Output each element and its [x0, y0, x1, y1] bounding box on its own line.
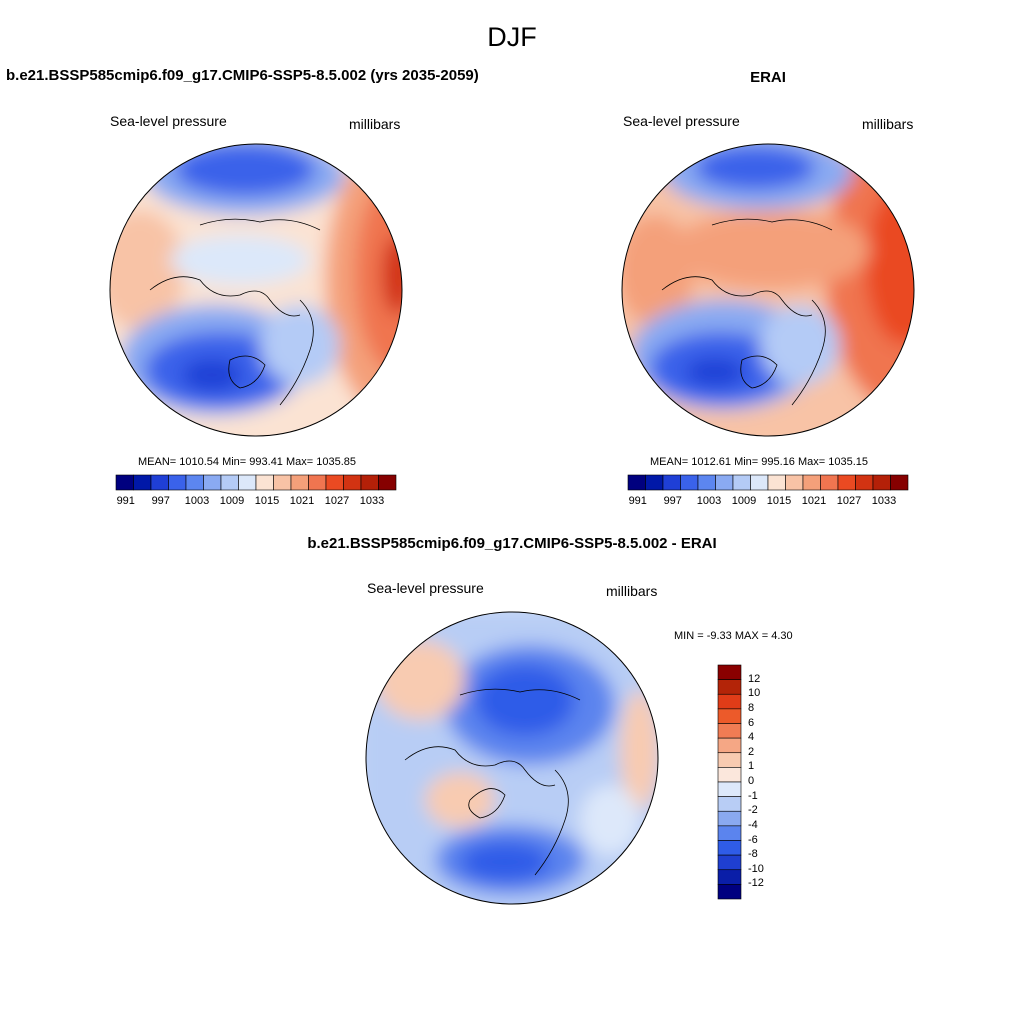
model-colorbar-tick-label: 1003 [184, 495, 210, 507]
obs-colorbar-swatch [750, 474, 769, 491]
obs-colorbar [627, 474, 909, 491]
obs-stats: MEAN= 1012.61 Min= 995.16 Max= 1035.15 [650, 456, 869, 468]
diff-colorbar-swatch [717, 884, 742, 900]
diff-colorbar-swatch [717, 679, 742, 695]
diff-stats: MIN = -9.33 MAX = 4.30 [674, 630, 793, 642]
obs-colorbar-tick-label: 1009 [731, 495, 757, 507]
diff-colorbar [717, 664, 742, 900]
obs-colorbar-swatch [785, 474, 804, 491]
diff-colorbar-tick-label: -10 [748, 862, 764, 875]
diff-colorbar-swatch [717, 664, 742, 680]
figure-title: DJF [487, 22, 537, 52]
obs-colorbar-swatch [680, 474, 699, 491]
model-polar-map [109, 143, 403, 437]
model-colorbar-swatch [168, 474, 187, 491]
obs-polar-map [621, 143, 915, 437]
obs-colorbar-tick-label: 997 [663, 495, 682, 507]
model-colorbar-swatch [360, 474, 379, 491]
obs-colorbar-swatch [732, 474, 751, 491]
diff-colorbar-tick-label: -2 [748, 804, 758, 817]
obs-colorbar-swatch [872, 474, 891, 491]
obs-colorbar-tick-label: 1015 [766, 495, 792, 507]
diff-colorbar-swatch [717, 810, 742, 827]
model-colorbar-tick-label: 1009 [219, 495, 245, 507]
diff-colorbar-swatch [717, 767, 742, 783]
model-colorbar-tick-label: 991 [116, 495, 135, 507]
model-colorbar-tick-label: 1021 [289, 495, 315, 507]
obs-colorbar-swatch [837, 474, 856, 491]
obs-variable-label: Sea-level pressure [623, 113, 740, 129]
model-colorbar-swatch [255, 474, 274, 491]
model-colorbar-tick-label: 1015 [254, 495, 280, 507]
model-colorbar-swatch [290, 474, 309, 491]
diff-colorbar-tick-label: 8 [748, 701, 755, 714]
obs-colorbar-swatch [820, 474, 839, 491]
diff-colorbar-tick-label: 2 [748, 745, 755, 758]
obs-colorbar-tick-label: 1033 [871, 495, 897, 507]
obs-colorbar-swatch [715, 474, 734, 491]
diff-colorbar-swatch [717, 840, 742, 856]
diff-colorbar-swatch [717, 737, 742, 754]
diff-colorbar-tick-label: -8 [748, 848, 758, 861]
model-colorbar-swatch [220, 474, 239, 491]
diff-colorbar-swatch [717, 693, 742, 710]
diff-colorbar-swatch [717, 752, 742, 768]
model-colorbar-swatch [378, 474, 397, 491]
obs-colorbar-swatch [662, 474, 681, 491]
obs-panel-title: ERAI [750, 69, 786, 86]
model-colorbar-swatch [273, 474, 292, 491]
obs-units-label: millibars [862, 116, 914, 132]
obs-colorbar-tick-label: 991 [628, 495, 647, 507]
model-colorbar-swatch [238, 474, 257, 491]
diff-colorbar-swatch [717, 723, 742, 739]
model-colorbar-swatch [308, 474, 327, 491]
model-variable-label: Sea-level pressure [110, 113, 227, 129]
model-colorbar-swatch [115, 474, 134, 491]
diff-colorbar-swatch [717, 796, 742, 812]
obs-colorbar-swatch [890, 474, 909, 491]
model-colorbar-swatch [325, 474, 344, 491]
diff-colorbar-tick-label: 1 [748, 760, 755, 773]
obs-colorbar-tick-label: 1003 [696, 495, 722, 507]
model-colorbar-tick-label: 997 [151, 495, 170, 507]
diff-variable-label: Sea-level pressure [367, 580, 484, 596]
diff-colorbar-swatch [717, 708, 742, 724]
diff-colorbar-tick-label: -12 [748, 877, 764, 890]
model-stats: MEAN= 1010.54 Min= 993.41 Max= 1035.85 [138, 456, 357, 468]
obs-colorbar-swatch [767, 474, 786, 491]
model-colorbar [115, 474, 397, 491]
model-panel-title: b.e21.BSSP585cmip6.f09_g17.CMIP6-SSP5-8.… [6, 67, 479, 84]
diff-units-label: millibars [606, 583, 658, 599]
model-colorbar-tick-label: 1027 [324, 495, 350, 507]
diff-polar-map [365, 611, 659, 905]
obs-colorbar-swatch [802, 474, 821, 491]
diff-colorbar-tick-label: -6 [748, 833, 758, 846]
obs-colorbar-swatch [645, 474, 664, 491]
diff-colorbar-swatch [717, 781, 742, 797]
diff-colorbar-tick-label: 4 [748, 731, 755, 744]
obs-colorbar-tick-label: 1027 [836, 495, 862, 507]
diff-colorbar-tick-label: 0 [748, 775, 755, 787]
diff-colorbar-tick-label: -1 [748, 789, 758, 802]
obs-colorbar-swatch [697, 474, 716, 491]
diff-colorbar-swatch [717, 854, 742, 871]
diff-colorbar-tick-label: -4 [748, 818, 758, 831]
model-colorbar-swatch [343, 474, 362, 491]
diff-colorbar-swatch [717, 869, 742, 885]
model-colorbar-swatch [185, 474, 204, 491]
diff-colorbar-tick-label: 10 [748, 687, 761, 700]
diff-colorbar-tick-label: 12 [748, 672, 761, 685]
diff-colorbar-swatch [717, 825, 742, 841]
model-colorbar-swatch [203, 474, 222, 491]
obs-colorbar-swatch [855, 474, 874, 491]
model-colorbar-swatch [133, 474, 152, 491]
obs-colorbar-tick-label: 1021 [801, 495, 827, 507]
model-colorbar-swatch [150, 474, 169, 491]
diff-colorbar-tick-label: 6 [748, 716, 755, 729]
diff-panel-title: b.e21.BSSP585cmip6.f09_g17.CMIP6-SSP5-8.… [307, 535, 717, 552]
model-colorbar-tick-label: 1033 [359, 495, 385, 507]
model-units-label: millibars [349, 116, 401, 132]
obs-colorbar-swatch [627, 474, 646, 491]
